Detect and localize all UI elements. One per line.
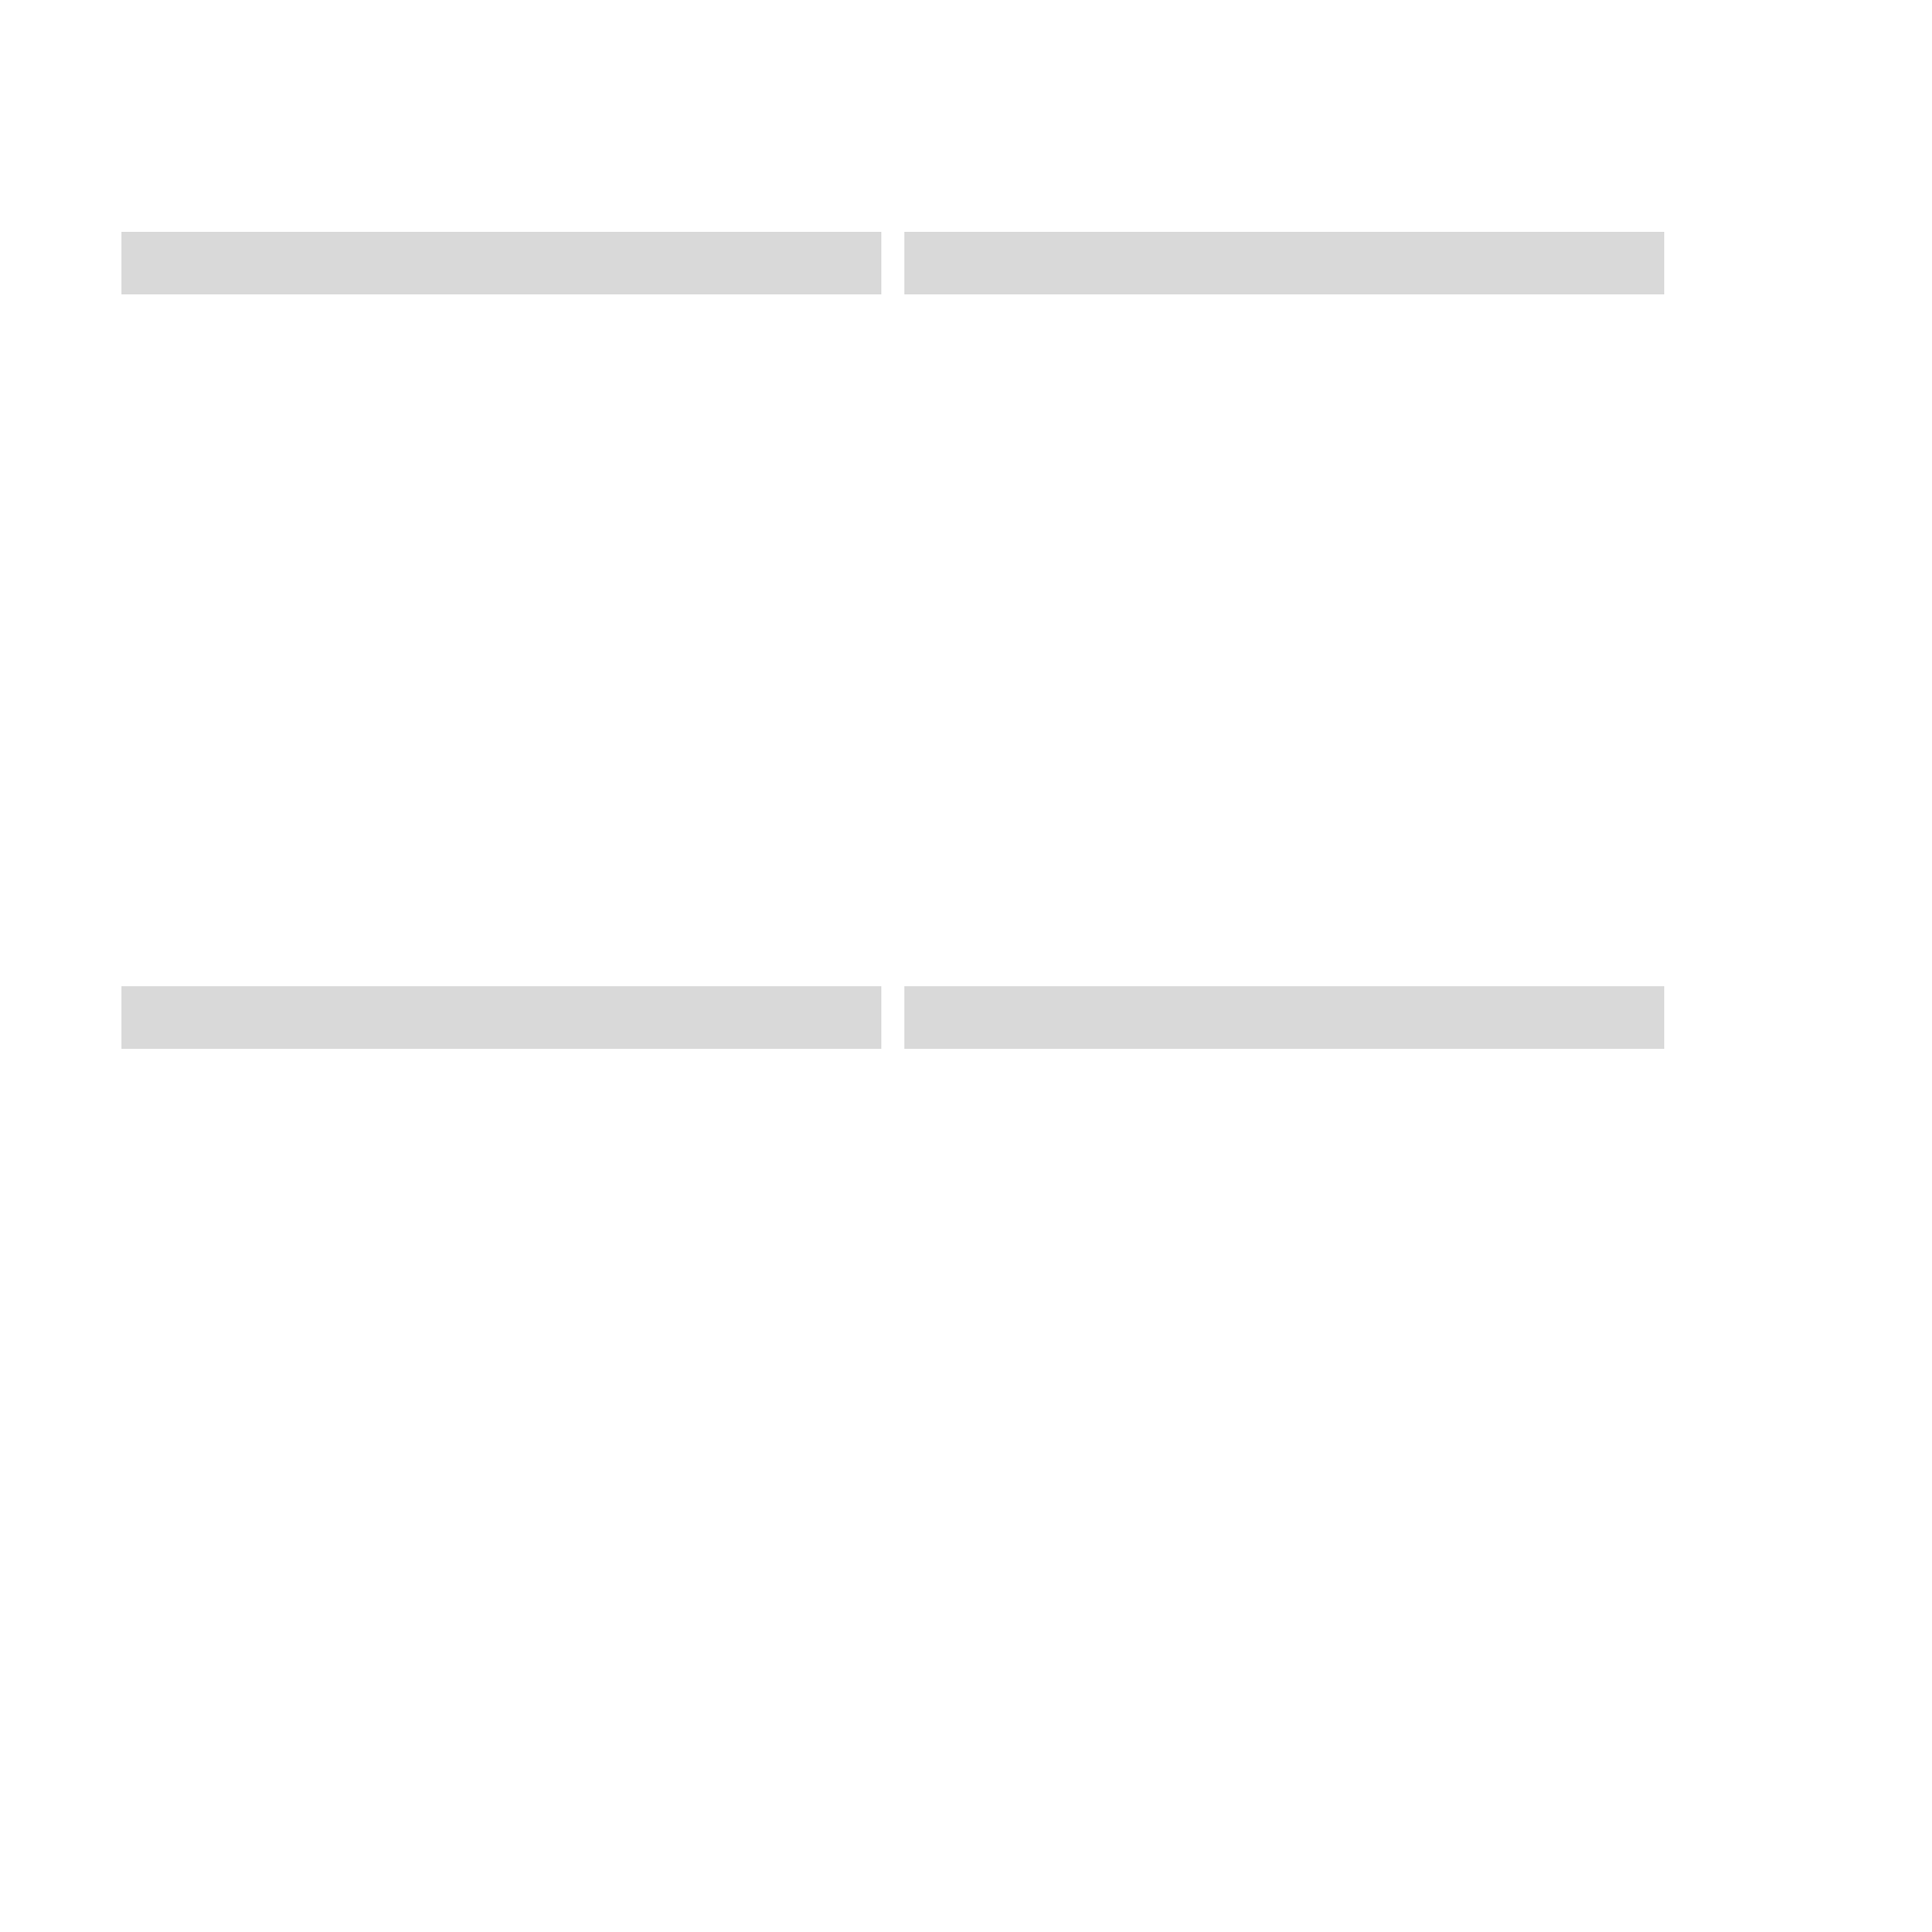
facet-strip-est (121, 232, 881, 294)
facet-strip-med (121, 986, 881, 1049)
facet-panel-ub (904, 1049, 1664, 1719)
facet-strip-ub (904, 986, 1664, 1049)
facet-panel-est (121, 294, 881, 964)
legend-colorbar (1728, 872, 1794, 1199)
facet-panel-med (121, 1049, 881, 1719)
facet-panel-lb (904, 294, 1664, 964)
facet-strip-lb (904, 232, 1664, 294)
